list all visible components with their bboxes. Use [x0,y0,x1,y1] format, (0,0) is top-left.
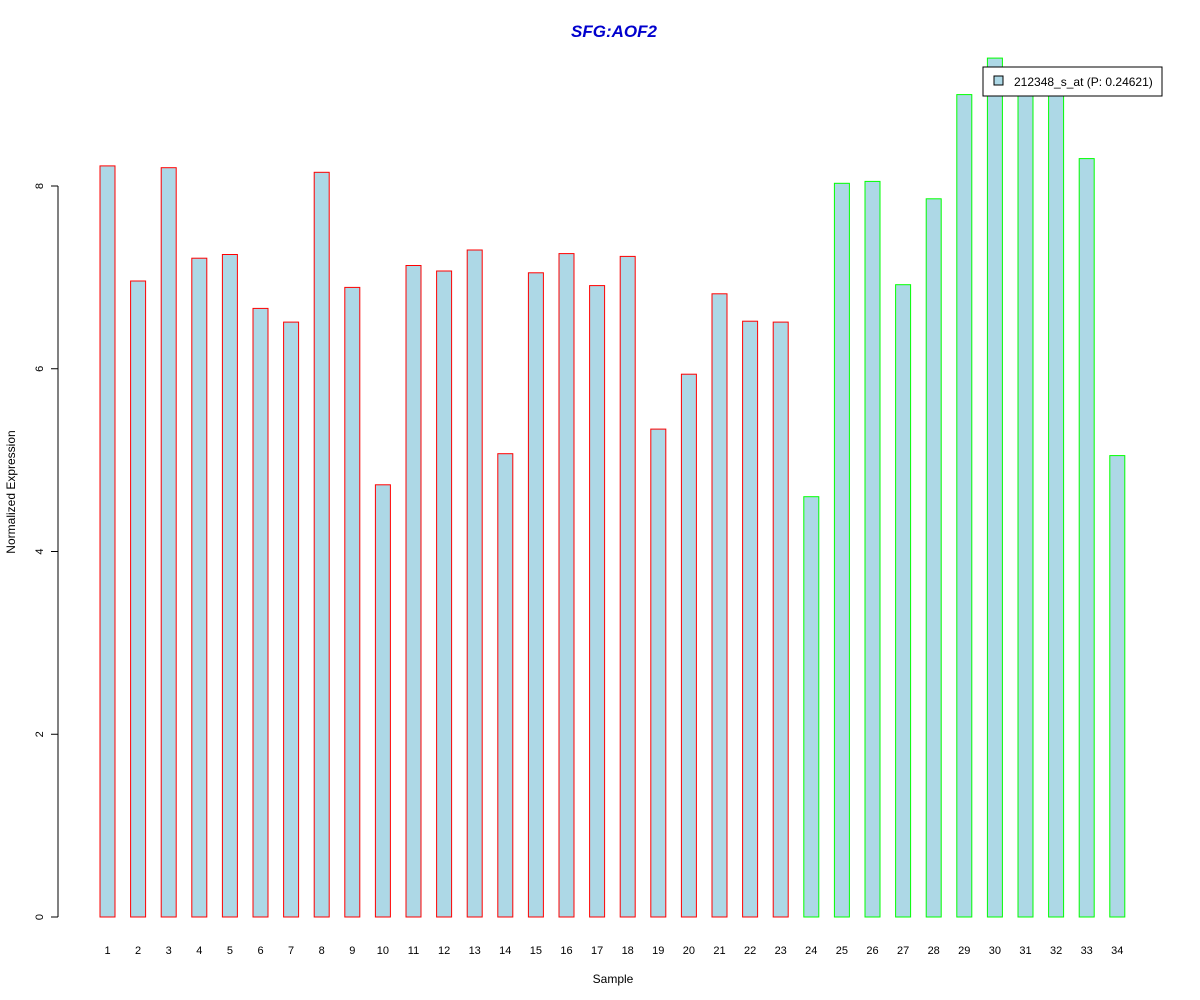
x-tick-label: 22 [744,945,756,957]
x-tick-label: 20 [683,945,695,957]
x-tick-label: 18 [622,945,634,957]
bar [589,285,606,918]
x-tick-label: 16 [560,945,572,957]
bar [436,270,453,918]
bars [99,57,1126,918]
x-tick-label: 15 [530,945,542,957]
x-tick-label: 28 [928,945,940,957]
x-tick-label: 33 [1081,945,1093,957]
y-tick-label: 2 [34,731,46,737]
bar [497,453,514,918]
bar [986,57,1003,918]
legend-box [982,66,1163,97]
bar [221,254,238,918]
bar [130,280,147,918]
x-tick-label: 1 [104,945,110,957]
bar [864,180,881,918]
chart-title: SFG:AOF2 [571,22,657,41]
x-tick-label: 32 [1050,945,1062,957]
x-tick-label: 10 [377,945,389,957]
bar [160,167,177,918]
x-tick-label: 29 [958,945,970,957]
bar [466,249,483,918]
x-tick-label: 14 [499,945,511,957]
bar [283,321,300,918]
x-tick-label: 7 [288,945,294,957]
y-axis-label: Normalized Expression [4,430,18,553]
bar [803,496,820,918]
legend-swatch [993,75,1004,86]
x-tick-label: 25 [836,945,848,957]
bar [650,428,667,918]
bar [680,373,697,918]
bar [99,165,116,918]
bar [895,284,912,918]
x-tick-label: 19 [652,945,664,957]
legend-label: 212348_s_at (P: 0.24621) [1014,75,1153,89]
bar [252,307,269,918]
x-tick-label: 21 [713,945,725,957]
x-tick-labels: 1 2 3 4 5 6 7 8 9 10 11 12 13 14 15 16 17 18 19 20 21 22 23 24 2… [104,945,1123,957]
bar [1048,75,1065,918]
x-tick-label: 31 [1019,945,1031,957]
bar [374,484,391,918]
x-tick-label: 4 [196,945,202,957]
y-tick-label: 0 [34,914,46,920]
x-tick-label: 13 [469,945,481,957]
x-tick-label: 23 [775,945,787,957]
x-tick-label: 6 [257,945,263,957]
bar [405,265,422,918]
x-tick-label: 12 [438,945,450,957]
bar [527,272,544,918]
bar [313,171,330,918]
x-tick-label: 30 [989,945,1001,957]
y-axis: 0 2 4 6 8 [34,183,59,920]
x-tick-label: 24 [805,945,817,957]
y-tick-label: 8 [34,183,46,189]
x-tick-label: 26 [866,945,878,957]
x-tick-label: 5 [227,945,233,957]
bar [772,321,789,918]
x-axis-label: Sample [593,972,634,986]
bar [1017,82,1034,918]
bar [925,198,942,918]
bar [956,94,973,918]
bar [742,320,759,918]
x-tick-label: 9 [349,945,355,957]
x-tick-label: 11 [408,945,419,957]
x-tick-label: 2 [135,945,141,957]
x-tick-label: 3 [166,945,172,957]
y-tick-label: 6 [34,366,46,372]
x-tick-label: 8 [319,945,325,957]
y-tick-label: 4 [34,548,46,554]
bar [619,255,636,918]
bar [1078,158,1095,918]
bar [558,253,575,918]
bar [191,257,208,918]
bar [344,286,361,918]
bar [833,182,850,918]
x-tick-label: 27 [897,945,909,957]
bar [711,293,728,918]
x-tick-label: 34 [1111,945,1123,957]
legend: 212348_s_at (P: 0.24621) [982,66,1163,97]
x-tick-label: 17 [591,945,603,957]
bar [1109,455,1126,918]
